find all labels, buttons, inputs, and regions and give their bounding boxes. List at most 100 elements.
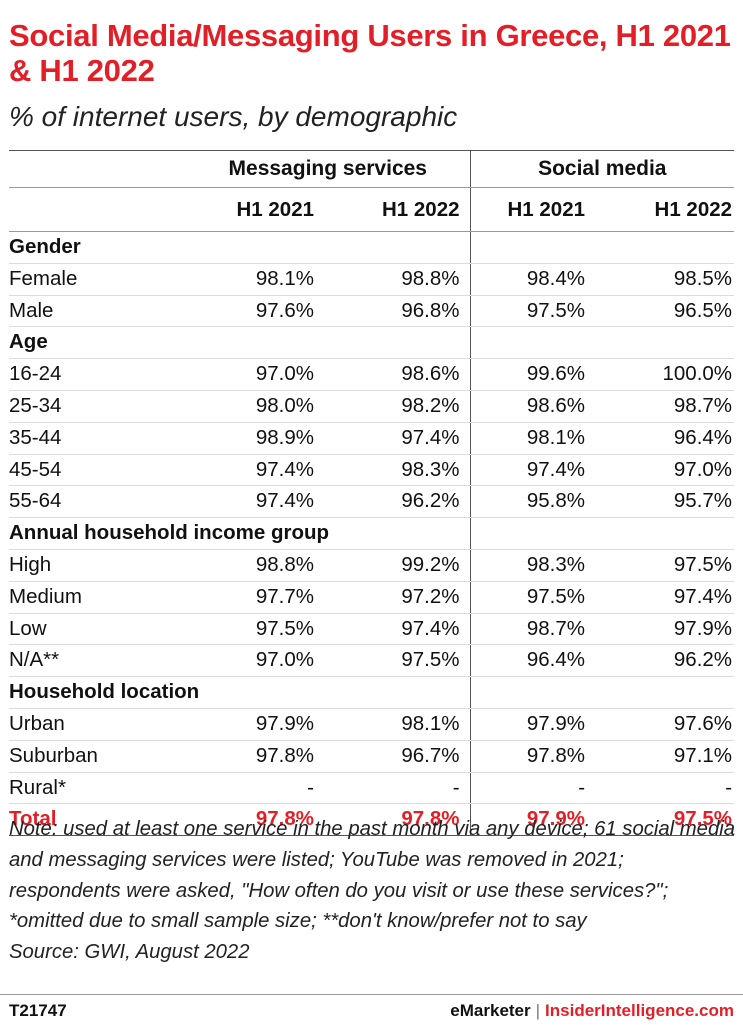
total-row: Total 97.8% 97.8% 97.9% 97.5% [9,803,735,837]
empty-cell [186,231,324,264]
table-row: Male 97.6% 96.8% 97.5% 96.5% [9,295,735,328]
value-cell: 96.2% [324,485,471,519]
header-corner [9,150,186,188]
empty-cell [324,517,471,550]
row-label: Total [9,803,186,837]
value-cell: 97.6% [186,295,324,328]
value-cell: 95.7% [595,485,735,519]
value-cell: 97.4% [324,613,471,646]
value-cell: 97.2% [324,581,471,614]
source-text: Source: GWI, August 2022 [9,941,250,964]
value-cell: 96.8% [324,295,471,328]
value-cell: 97.0% [186,358,324,391]
value-cell: 97.5% [324,644,471,678]
value-cell: 97.8% [186,803,324,837]
value-cell: 97.9% [470,803,596,837]
section-header-row: Age [9,326,735,360]
row-label: Male [9,295,186,328]
empty-cell [186,326,324,360]
value-cell: 97.4% [186,454,324,487]
value-cell: 97.5% [186,613,324,646]
row-label: Female [9,263,186,296]
row-label: Medium [9,581,186,614]
empty-cell [595,517,735,550]
table-row: 16-24 97.0% 98.6% 99.6% 100.0% [9,358,735,391]
value-cell: 97.6% [595,708,735,741]
value-cell: 98.8% [324,263,471,296]
group-header-messaging: Messaging services [186,150,471,188]
value-cell: 97.5% [470,581,596,614]
value-cell: 96.4% [595,422,735,455]
value-cell: 96.7% [324,740,471,773]
table-row: 35-44 98.9% 97.4% 98.1% 96.4% [9,422,735,455]
value-cell: 99.6% [470,358,596,391]
value-cell: 96.2% [595,644,735,678]
value-cell: 97.7% [186,581,324,614]
value-cell: 98.9% [186,422,324,455]
value-cell: 97.9% [470,708,596,741]
value-cell: 98.4% [470,263,596,296]
value-cell: 97.0% [186,644,324,678]
row-label: 55-64 [9,485,186,519]
value-cell: 98.1% [186,263,324,296]
value-cell: 98.6% [324,358,471,391]
period-header: H1 2021 [470,187,596,232]
value-cell: 97.5% [595,803,735,837]
section-label: Gender [9,231,186,264]
section-label: Age [9,326,186,360]
table-row: Suburban 97.8% 96.7% 97.8% 97.1% [9,740,735,773]
value-cell: 98.7% [595,390,735,423]
data-table-container: Messaging services Social media H1 2021 … [9,150,735,837]
value-cell: 98.1% [324,708,471,741]
group-header-social: Social media [470,150,735,188]
row-label: Suburban [9,740,186,773]
header-corner-2 [9,187,186,232]
brand-separator: | [535,1001,541,1020]
value-cell: 98.3% [324,454,471,487]
value-cell: 97.4% [595,581,735,614]
row-label: 25-34 [9,390,186,423]
row-label: Urban [9,708,186,741]
empty-cell [595,231,735,264]
value-cell: 97.8% [470,740,596,773]
empty-cell [470,326,596,360]
table-body: Gender Female 98.1% 98.8% 98.4% 98.5% Male 97.6… [9,231,735,837]
table-row: Low 97.5% 97.4% 98.7% 97.9% [9,613,735,646]
row-label: 35-44 [9,422,186,455]
value-cell: 96.5% [595,295,735,328]
data-table: Messaging services Social media H1 2021 … [9,150,735,837]
value-cell: 98.0% [186,390,324,423]
value-cell: 96.4% [470,644,596,678]
period-header: H1 2022 [324,187,471,232]
section-header-row: Household location [9,676,735,709]
chart-subtitle: % of internet users, by demographic [9,101,458,132]
section-label: Household location [9,676,199,709]
value-cell: 98.3% [470,549,596,582]
row-label: High [9,549,186,582]
value-cell: 97.4% [186,485,324,519]
section-header-row: Gender [9,231,735,264]
value-cell: 97.1% [595,740,735,773]
section-label: Annual household income group [9,517,329,550]
value-cell: - [186,772,324,805]
period-header: H1 2022 [595,187,735,232]
empty-cell [186,676,324,709]
row-label: 16-24 [9,358,186,391]
value-cell: 97.8% [324,803,471,837]
value-cell: 98.8% [186,549,324,582]
value-cell: 97.5% [595,549,735,582]
empty-cell [595,676,735,709]
value-cell: 97.5% [470,295,596,328]
row-label: Rural* [9,772,186,805]
empty-cell [324,326,471,360]
chart-id: T21747 [9,1001,67,1020]
footer: T21747 eMarketer | InsiderIntelligence.com [0,994,743,1025]
row-label: N/A** [9,644,186,678]
period-header: H1 2021 [186,187,324,232]
value-cell: 98.2% [324,390,471,423]
row-label: 45-54 [9,454,186,487]
table-row: 55-64 97.4% 96.2% 95.8% 95.7% [9,485,735,519]
chart-note: Note: used at least one service in the p… [9,814,737,968]
value-cell: 97.4% [470,454,596,487]
empty-cell [470,231,596,264]
